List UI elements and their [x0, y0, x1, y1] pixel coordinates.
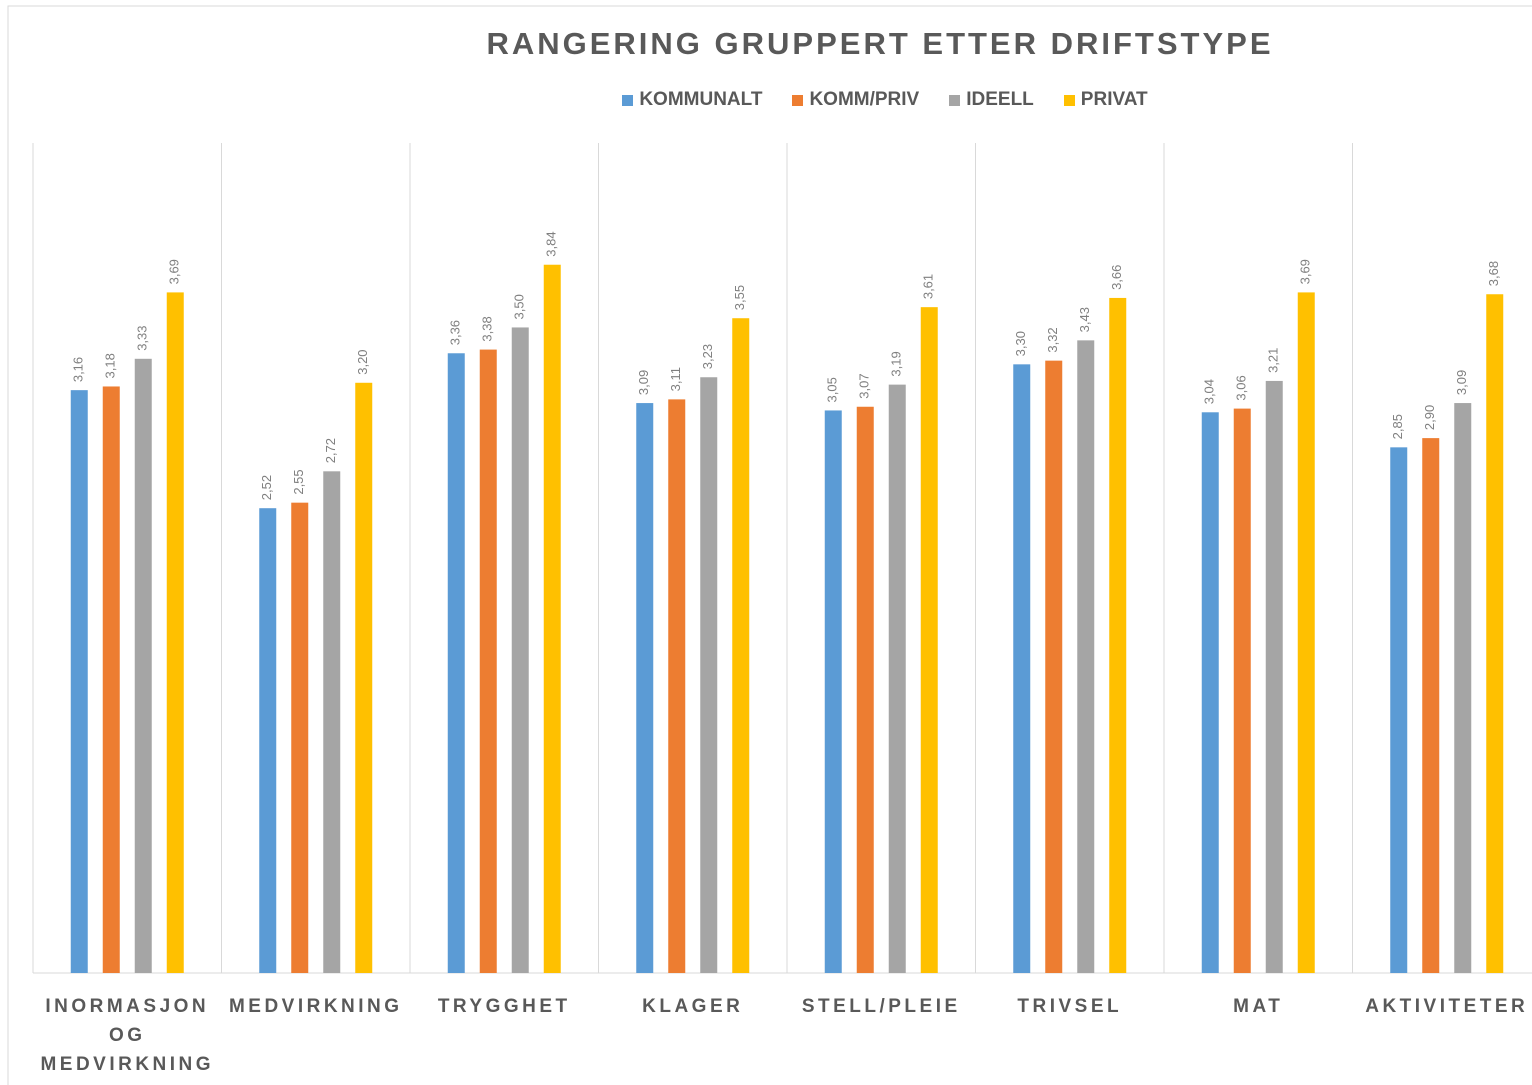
- data-label: 3,84: [544, 231, 559, 256]
- bar: [1077, 340, 1095, 973]
- x-tick-label: KLAGER: [642, 996, 744, 1017]
- bar: [102, 386, 120, 973]
- data-label: 3,36: [448, 320, 463, 345]
- data-label: 3,50: [512, 294, 527, 319]
- bar: [1013, 364, 1031, 973]
- bar: [543, 264, 561, 973]
- bar: [1297, 292, 1315, 973]
- x-tick-label: MEDVIRKNING: [228, 996, 403, 1017]
- legend-swatch: [949, 94, 961, 106]
- data-label: 3,61: [921, 274, 936, 299]
- bar: [1486, 294, 1504, 973]
- data-label: 3,68: [1486, 261, 1501, 286]
- data-label: 3,09: [1454, 370, 1469, 395]
- bar: [1201, 412, 1219, 973]
- data-label: 3,09: [636, 370, 651, 395]
- bar: [134, 358, 152, 973]
- legend-label: PRIVAT: [1080, 89, 1148, 110]
- bar: [920, 307, 938, 974]
- bar: [166, 292, 184, 973]
- data-label: 3,33: [135, 325, 150, 350]
- legend-swatch: [792, 94, 804, 106]
- data-label: 3,19: [889, 351, 904, 376]
- x-tick-label: INORMASJON OG MEDVIRKNING: [40, 996, 215, 1075]
- legend-label: KOMMUNALT: [639, 89, 763, 110]
- bar: [447, 353, 465, 973]
- data-label: 3,32: [1045, 327, 1060, 352]
- data-label: 3,23: [700, 344, 715, 369]
- data-label: 3,16: [71, 357, 86, 382]
- legend-swatch: [1063, 94, 1075, 106]
- bar: [1390, 447, 1408, 973]
- bar: [1109, 297, 1127, 973]
- data-label: 3,20: [355, 349, 370, 374]
- bar: [888, 384, 906, 974]
- data-label: 3,18: [103, 353, 118, 378]
- bar: [323, 471, 341, 973]
- legend-swatch: [622, 94, 634, 106]
- x-tick-label: TRIVSEL: [1017, 996, 1123, 1017]
- x-tick-label: STELL/PLEIE: [801, 996, 961, 1017]
- data-label: 2,90: [1422, 405, 1437, 430]
- data-label: 2,72: [323, 438, 338, 463]
- data-label: 3,69: [167, 259, 182, 284]
- bar: [70, 390, 88, 974]
- legend-label: KOMM/PRIV: [809, 89, 920, 110]
- bar: [636, 403, 654, 974]
- bar: [856, 406, 874, 973]
- bar: [291, 502, 309, 973]
- x-tick-label: AKTIVITETER: [1365, 996, 1529, 1017]
- legend-item: PRIVAT: [1063, 89, 1148, 111]
- data-label: 3,55: [732, 285, 747, 310]
- bar: [355, 382, 373, 973]
- data-label: 3,07: [857, 373, 872, 398]
- bar: [668, 399, 686, 973]
- data-label: 3,30: [1013, 331, 1028, 356]
- data-label: 3,11: [668, 367, 683, 391]
- data-label: 3,69: [1298, 259, 1313, 284]
- x-tick-label: TRYGGHET: [437, 996, 571, 1017]
- bar: [511, 327, 529, 973]
- legend-item: IDEELL: [949, 89, 1034, 111]
- data-label: 3,66: [1109, 265, 1124, 290]
- bar: [824, 410, 842, 973]
- data-label: 2,85: [1390, 414, 1405, 439]
- data-label: 2,55: [291, 469, 306, 494]
- legend: KOMMUNALT KOMM/PRIV IDEELL PRIVAT: [230, 89, 1532, 111]
- bar: [1265, 380, 1283, 973]
- legend-item: KOMMUNALT: [622, 89, 762, 111]
- chart-title: RANGERING GRUPPERT ETTER DRIFTSTYPE: [486, 26, 1274, 61]
- bar: [1233, 408, 1251, 974]
- legend-item: KOMM/PRIV: [792, 89, 919, 111]
- bar: [1454, 403, 1472, 974]
- legend-label: IDEELL: [966, 89, 1034, 110]
- data-label: 3,04: [1202, 379, 1217, 404]
- data-label: 2,52: [259, 475, 274, 500]
- data-label: 3,06: [1234, 375, 1249, 400]
- data-label: 3,05: [825, 377, 840, 402]
- data-label: 3,43: [1077, 307, 1092, 332]
- data-label: 3,21: [1266, 348, 1281, 373]
- bar: [1422, 438, 1440, 974]
- x-tick-label: MAT: [1233, 996, 1284, 1017]
- bar: [259, 508, 277, 973]
- bar: [479, 349, 497, 974]
- data-label: 3,38: [480, 316, 495, 341]
- bar: [732, 318, 750, 973]
- bar: [700, 377, 718, 973]
- bar: [1045, 360, 1063, 974]
